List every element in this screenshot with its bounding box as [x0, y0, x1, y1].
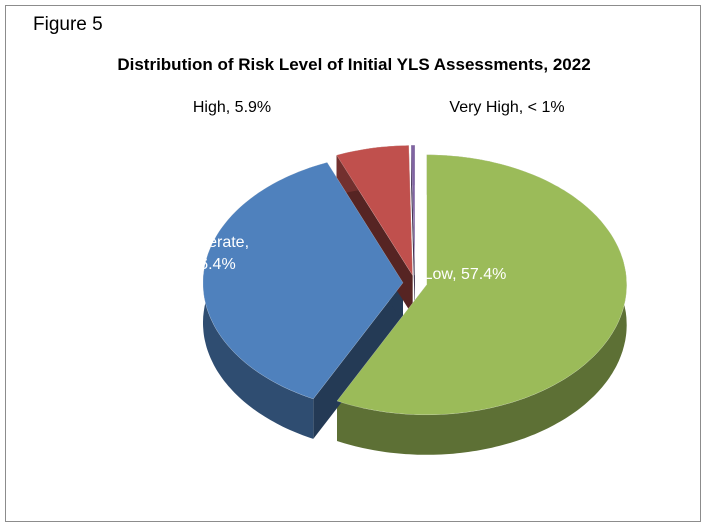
data-label: Low, 57.4%: [423, 266, 507, 283]
slice: [336, 154, 627, 416]
slice-wall: [313, 282, 403, 439]
slice: [202, 162, 404, 400]
slice: [336, 145, 413, 277]
figure-label: Figure 5: [33, 14, 103, 35]
slice-wall: [411, 145, 415, 316]
frame: [5, 5, 701, 522]
chart-title: Distribution of Risk Level of Initial YL…: [117, 55, 591, 74]
slice: [410, 144, 416, 276]
data-label: High, 5.9%: [192, 99, 272, 116]
data-label: Very High, < 1%: [449, 99, 565, 116]
slice-rim: [337, 154, 627, 455]
data-label: Moderate, 36.4%: [176, 234, 250, 273]
